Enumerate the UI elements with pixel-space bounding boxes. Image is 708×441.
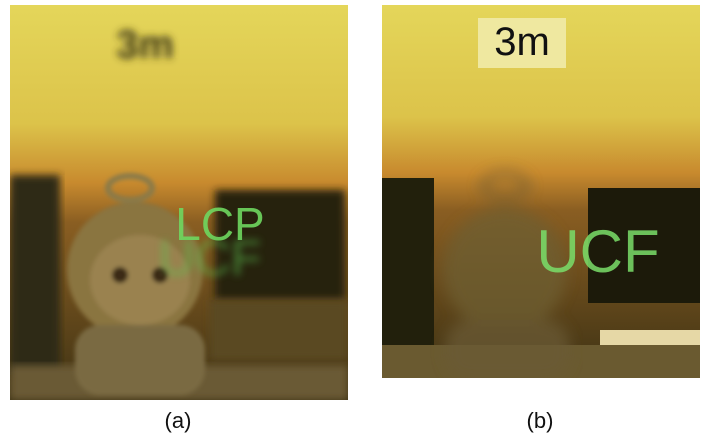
overlay-text: UCF: [536, 218, 659, 285]
sign-text: 3m: [116, 23, 174, 67]
sign-text: 3m: [494, 20, 550, 64]
caption: (a): [165, 408, 192, 433]
photo-b: 3m UCF: [382, 5, 700, 380]
overlay-text: UCF: [159, 230, 262, 286]
photo-a: 3m LCP UCF: [10, 5, 348, 400]
figure: 3m LCP UCF 3m UCF (a) (b): [0, 0, 708, 441]
page: 3m LCP UCF 3m UCF (a) (b) (() => { const…: [0, 0, 708, 441]
caption: (b): [527, 408, 554, 433]
